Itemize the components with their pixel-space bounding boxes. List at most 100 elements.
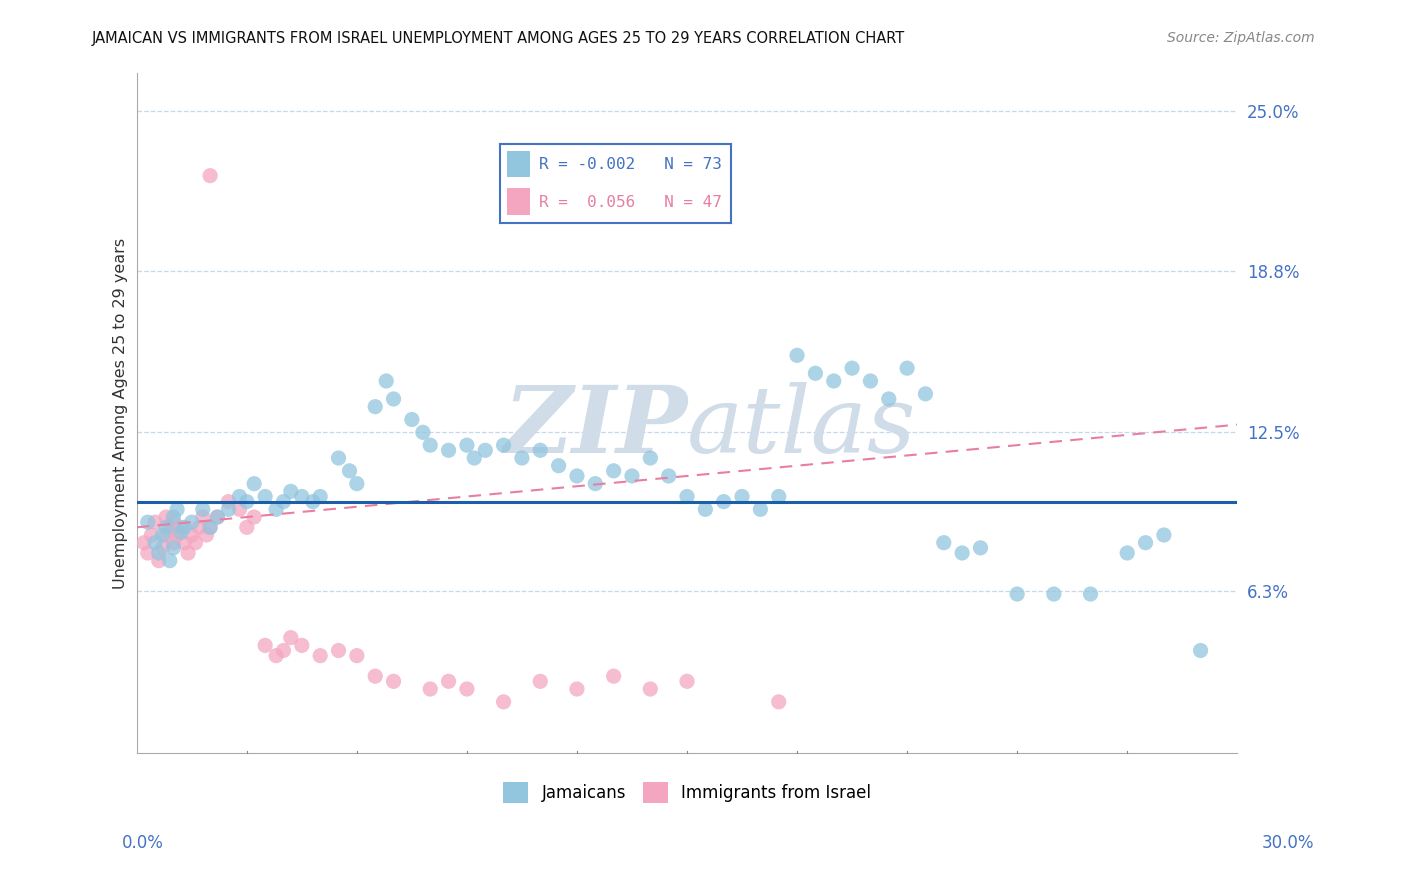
Point (180, 528, 202, 542)
Point (177, 546, 200, 560)
Point (583, 476, 606, 491)
Point (309, 490, 332, 504)
Point (170, 520, 193, 534)
Point (166, 502, 188, 516)
Point (198, 520, 221, 534)
Point (191, 510, 214, 524)
Point (309, 648, 332, 663)
Point (749, 502, 772, 516)
Point (382, 392, 405, 406)
Point (412, 425, 434, 440)
Point (162, 535, 184, 549)
Text: JAMAICAN VS IMMIGRANTS FROM ISRAEL UNEMPLOYMENT AMONG AGES 25 TO 29 YEARS CORREL: JAMAICAN VS IMMIGRANTS FROM ISRAEL UNEMP… (91, 31, 904, 46)
Point (620, 469, 643, 483)
Point (1189, 643, 1212, 657)
Point (143, 535, 166, 549)
Point (162, 515, 184, 529)
Point (155, 510, 177, 524)
Point (492, 695, 515, 709)
Point (236, 520, 259, 534)
Point (291, 490, 314, 504)
Point (658, 469, 681, 483)
Point (382, 674, 405, 689)
Point (346, 476, 368, 491)
Point (159, 520, 181, 534)
Point (456, 681, 478, 696)
Point (243, 510, 266, 524)
Point (243, 476, 266, 491)
Text: atlas: atlas (688, 382, 917, 472)
Point (170, 525, 193, 540)
Point (155, 520, 177, 534)
Point (152, 528, 174, 542)
Point (529, 443, 551, 458)
Point (291, 639, 314, 653)
Point (152, 541, 174, 555)
Point (602, 669, 624, 683)
Point (228, 490, 250, 504)
Point (166, 528, 188, 542)
Point (547, 458, 569, 473)
Point (328, 643, 350, 657)
Point (437, 443, 460, 458)
Point (236, 494, 259, 508)
Point (1153, 528, 1175, 542)
Point (328, 450, 350, 465)
Point (217, 494, 239, 508)
Point (364, 400, 387, 414)
Point (280, 484, 302, 499)
Point (136, 546, 159, 560)
Point (419, 681, 441, 696)
Point (695, 502, 717, 516)
Point (823, 374, 845, 388)
Point (148, 554, 170, 568)
Point (301, 494, 323, 508)
Point (456, 438, 478, 452)
Point (173, 520, 195, 534)
Point (1005, 587, 1028, 601)
Point (474, 443, 496, 458)
Point (950, 546, 973, 560)
Point (148, 546, 170, 560)
Point (198, 169, 221, 183)
Point (640, 681, 662, 696)
Point (207, 510, 229, 524)
Point (463, 450, 485, 465)
Text: ZIP: ZIP (503, 382, 688, 472)
Point (254, 490, 277, 504)
Point (676, 490, 699, 504)
Point (162, 510, 184, 524)
Point (136, 515, 159, 529)
Point (280, 631, 302, 645)
Point (180, 515, 202, 529)
Text: 30.0%: 30.0% (1263, 834, 1315, 852)
Point (184, 535, 207, 549)
Point (731, 490, 754, 504)
Point (786, 348, 808, 362)
Point (264, 648, 287, 663)
Point (768, 695, 790, 709)
Point (804, 366, 827, 380)
Point (1043, 587, 1066, 601)
Point (713, 494, 735, 508)
Point (143, 515, 166, 529)
Legend: Jamaicans, Immigrants from Israel: Jamaicans, Immigrants from Israel (496, 776, 877, 809)
Point (859, 374, 882, 388)
Point (198, 520, 221, 534)
Point (339, 464, 361, 478)
Point (896, 361, 918, 376)
Point (510, 450, 533, 465)
Y-axis label: Unemployment Among Ages 25 to 29 years: Unemployment Among Ages 25 to 29 years (114, 237, 128, 589)
Point (1135, 535, 1157, 549)
Point (195, 528, 218, 542)
Point (375, 374, 398, 388)
Point (364, 669, 387, 683)
Text: 0.0%: 0.0% (122, 834, 165, 852)
Point (217, 502, 239, 516)
Point (207, 510, 229, 524)
Point (877, 392, 900, 406)
Point (228, 502, 250, 516)
Point (640, 450, 662, 465)
Point (565, 469, 588, 483)
Point (419, 438, 441, 452)
